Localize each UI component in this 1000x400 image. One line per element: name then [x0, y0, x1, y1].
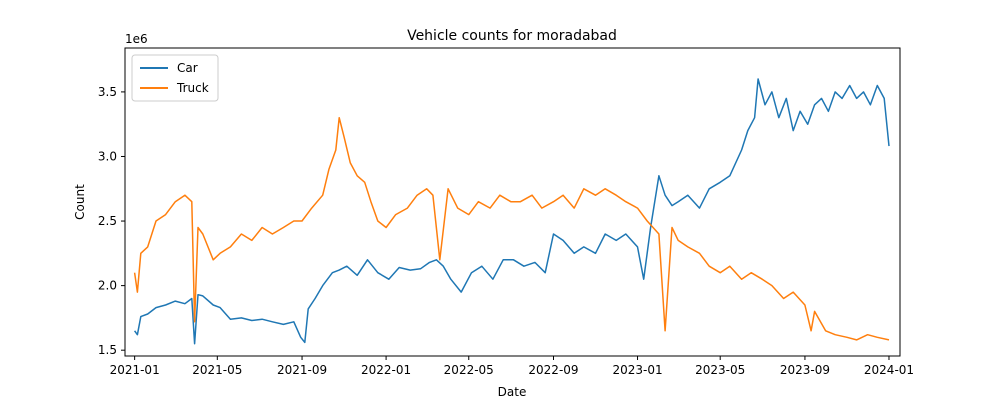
x-tick-label: 2022-09 — [528, 363, 578, 377]
x-tick-label: 2024-01 — [864, 363, 914, 377]
x-tick-label: 2023-01 — [612, 363, 662, 377]
x-tick-label: 2021-05 — [192, 363, 242, 377]
legend-label-truck: Truck — [176, 81, 209, 95]
legend: Car Truck — [131, 54, 219, 102]
y-tick-label: 2.0 — [98, 279, 117, 293]
x-axis-label: Date — [498, 385, 527, 399]
legend-label-car: Car — [177, 61, 198, 75]
y-axis: 1.5 2.0 2.5 3.0 3.5 — [98, 85, 125, 357]
y-tick-label: 2.5 — [98, 214, 117, 228]
y-tick-label: 1.5 — [98, 343, 117, 357]
y-axis-multiplier: 1e6 — [125, 32, 148, 46]
x-tick-label: 2023-05 — [695, 363, 745, 377]
x-tick-label: 2022-05 — [444, 363, 494, 377]
y-tick-label: 3.0 — [98, 149, 117, 163]
legend-box — [131, 54, 219, 102]
chart-title: Vehicle counts for moradabad — [407, 28, 617, 44]
x-tick-label: 2021-09 — [277, 363, 327, 377]
x-tick-label: 2023-09 — [780, 363, 830, 377]
x-tick-label: 2021-01 — [110, 363, 160, 377]
y-tick-label: 3.5 — [98, 85, 117, 99]
series-layer — [133, 78, 890, 345]
series-line-car — [133, 78, 890, 345]
x-axis: 2021-01 2021-05 2021-09 2022-01 2022-05 2022-… — [110, 356, 914, 377]
series-line-truck — [133, 116, 890, 341]
plot-frame — [124, 47, 901, 357]
y-axis-label: Count — [73, 184, 87, 220]
x-tick-label: 2022-01 — [361, 363, 411, 377]
